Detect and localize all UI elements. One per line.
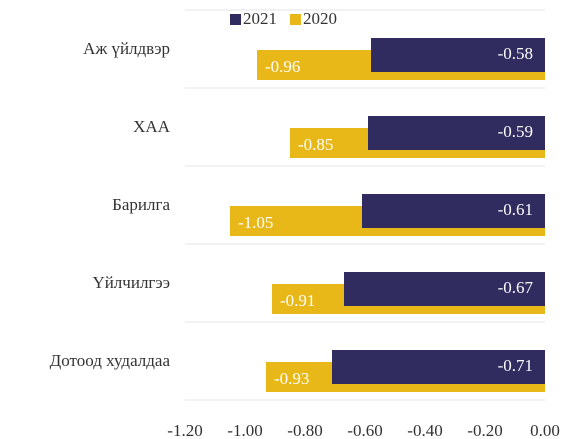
- y-tick-label: Барилга: [112, 195, 170, 214]
- legend-label: 2021: [243, 9, 277, 28]
- value-label: -0.67: [498, 278, 534, 297]
- value-label: -1.05: [238, 213, 273, 232]
- value-label: -0.59: [498, 122, 533, 141]
- x-tick-label: -0.60: [347, 421, 382, 439]
- bar: [371, 38, 545, 72]
- y-tick-label: ХАА: [133, 117, 171, 136]
- x-tick-label: -0.80: [287, 421, 322, 439]
- bar: [362, 194, 545, 228]
- y-tick-label: Үйлчилгээ: [92, 273, 170, 292]
- y-tick-label: Аж үйлдвэр: [83, 39, 170, 58]
- x-tick-label: 0.00: [530, 421, 560, 439]
- value-label: -0.93: [274, 369, 309, 388]
- bar: [368, 116, 545, 150]
- legend-swatch: [230, 14, 241, 25]
- legend-swatch: [290, 14, 301, 25]
- x-tick-label: -1.20: [167, 421, 202, 439]
- legend-label: 2020: [303, 9, 337, 28]
- value-label: -0.91: [280, 291, 315, 310]
- bar: [332, 350, 545, 384]
- bar: [344, 272, 545, 306]
- value-label: -0.85: [298, 135, 333, 154]
- value-label: -0.71: [498, 356, 533, 375]
- y-tick-label: Дотоод худалдаа: [50, 351, 171, 370]
- value-label: -0.58: [498, 44, 533, 63]
- x-tick-label: -0.20: [467, 421, 502, 439]
- x-tick-label: -0.40: [407, 421, 442, 439]
- value-label: -0.96: [265, 57, 300, 76]
- value-label: -0.61: [498, 200, 533, 219]
- x-tick-label: -1.00: [227, 421, 262, 439]
